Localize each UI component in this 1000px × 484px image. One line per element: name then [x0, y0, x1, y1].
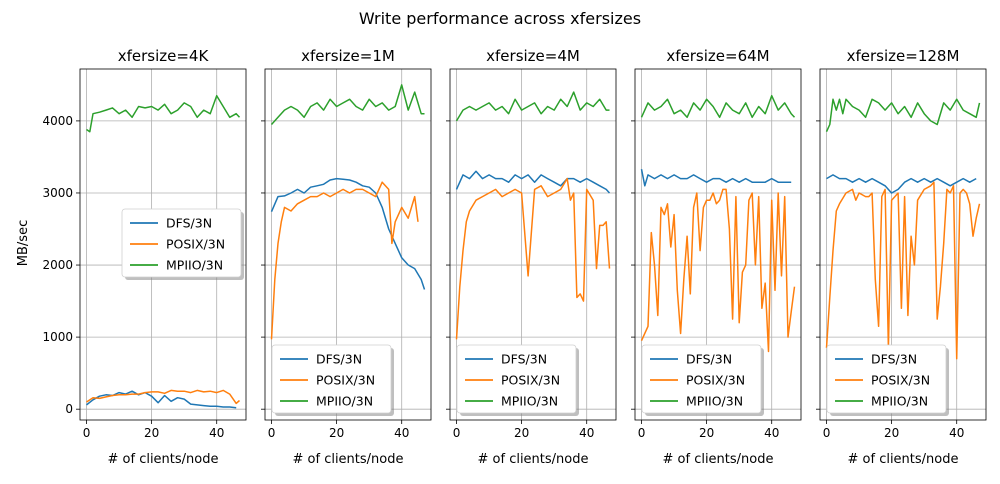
- legend-label: DFS/3N: [166, 216, 212, 231]
- legend-label: MPIIO/3N: [501, 394, 558, 409]
- subplot-2: 0 20 40 xfersize=1M # of clients/node DFS/3N P…: [261, 47, 432, 467]
- legend-label: DFS/3N: [501, 352, 547, 367]
- legend: DFS/3N POSIX/3N MPIIO/3N: [271, 344, 394, 416]
- x-tick-label: 20: [884, 426, 899, 440]
- legend-label: POSIX/3N: [871, 373, 930, 388]
- subplot-1: 0 20 40 0 1000 2000 3000 4000 xfersize=4K # of cl…: [42, 47, 247, 467]
- x-tick-label: 20: [144, 426, 159, 440]
- legend: DFS/3N POSIX/3N MPIIO/3N: [826, 344, 949, 416]
- y-tick-label: 1000: [42, 330, 73, 344]
- subplot-title: xfersize=4M: [486, 47, 580, 65]
- axes-frame: [634, 68, 802, 421]
- series-line-mpiio-3n: [455, 91, 610, 122]
- legend-box: [271, 344, 392, 414]
- x-axis-label: # of clients/node: [663, 452, 774, 467]
- x-axis-label: # of clients/node: [478, 452, 589, 467]
- axes-frame: [449, 68, 617, 421]
- series-line-posix-3n: [86, 389, 240, 405]
- y-tick-label: 3000: [42, 186, 73, 200]
- legend-box: [121, 208, 242, 278]
- y-tick-label: 0: [65, 402, 73, 416]
- series-line-mpiio-3n: [86, 94, 241, 133]
- x-tick-label: 40: [764, 426, 779, 440]
- series-line-posix-3n: [640, 188, 796, 353]
- x-axis-label: # of clients/node: [293, 452, 404, 467]
- x-tick-label: 20: [329, 426, 344, 440]
- y-tick-label: 2000: [42, 258, 73, 272]
- x-tick-label: 20: [699, 426, 714, 440]
- x-tick-label: 0: [823, 426, 831, 440]
- series-line-posix-3n: [455, 177, 611, 340]
- series-line-posix-3n: [825, 181, 981, 360]
- legend: DFS/3N POSIX/3N MPIIO/3N: [641, 344, 764, 416]
- x-tick-label: 0: [268, 426, 276, 440]
- subplot-4: 0 20 40 xfersize=64M # of clients/node DFS/3N…: [631, 47, 802, 467]
- axes-frame: [819, 68, 987, 421]
- legend-box: [641, 344, 762, 414]
- x-tick-label: 40: [394, 426, 409, 440]
- x-tick-label: 40: [579, 426, 594, 440]
- series-line-dfs-3n: [86, 390, 237, 409]
- x-tick-label: 40: [209, 426, 224, 440]
- series-line-dfs-3n: [640, 169, 792, 187]
- series-line-mpiio-3n: [270, 84, 425, 126]
- legend-label: MPIIO/3N: [316, 394, 373, 409]
- series-line-dfs-3n: [455, 170, 611, 194]
- series-line-posix-3n: [270, 181, 419, 340]
- series-line-dfs-3n: [826, 174, 977, 194]
- legend-label: POSIX/3N: [501, 373, 560, 388]
- legend-label: POSIX/3N: [686, 373, 745, 388]
- series-line-dfs-3n: [270, 177, 426, 290]
- axes-frame: [79, 68, 247, 421]
- legend-label: MPIIO/3N: [871, 394, 928, 409]
- legend-label: MPIIO/3N: [166, 258, 223, 273]
- figure-title: Write performance across xfersizes: [359, 9, 641, 28]
- subplot-3: 0 20 40 xfersize=4M # of clients/node DFS/3N P…: [446, 47, 617, 467]
- legend: DFS/3N POSIX/3N MPIIO/3N: [456, 344, 579, 416]
- x-tick-label: 0: [638, 426, 646, 440]
- legend: DFS/3N POSIX/3N MPIIO/3N: [121, 208, 244, 280]
- subplot-5: 0 20 40 xfersize=128M # of clients/node DFS/3…: [816, 47, 987, 467]
- legend-label: MPIIO/3N: [686, 394, 743, 409]
- subplot-title: xfersize=128M: [847, 47, 960, 65]
- subplot-title: xfersize=64M: [666, 47, 769, 65]
- series-line-mpiio-3n: [640, 94, 796, 119]
- axes-frame: [264, 68, 432, 421]
- legend-label: DFS/3N: [686, 352, 732, 367]
- x-axis-label: # of clients/node: [848, 452, 959, 467]
- legend-label: POSIX/3N: [166, 237, 225, 252]
- y-tick-label: 4000: [42, 114, 73, 128]
- x-tick-label: 0: [453, 426, 461, 440]
- x-tick-label: 40: [949, 426, 964, 440]
- x-tick-label: 20: [514, 426, 529, 440]
- y-axis-label: MB/sec: [16, 220, 31, 266]
- legend-box: [826, 344, 947, 414]
- x-tick-label: 0: [83, 426, 91, 440]
- legend-label: POSIX/3N: [316, 373, 375, 388]
- legend-label: DFS/3N: [316, 352, 362, 367]
- subplot-title: xfersize=4K: [118, 47, 210, 65]
- legend-box: [456, 344, 577, 414]
- x-axis-label: # of clients/node: [108, 452, 219, 467]
- subplot-title: xfersize=1M: [301, 47, 395, 65]
- series-line-mpiio-3n: [825, 98, 981, 133]
- legend-label: DFS/3N: [871, 352, 917, 367]
